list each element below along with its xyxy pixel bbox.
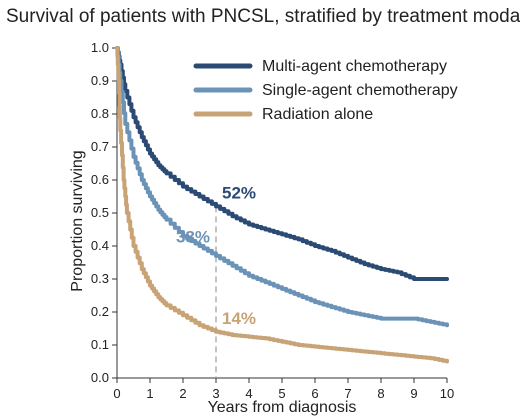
y-tick-label: 0.6 [91,172,109,187]
y-tick-label: 0.4 [91,238,109,253]
x-tick-label: 5 [278,386,285,401]
y-axis-label: Proportion surviving [69,150,86,291]
y-tick-label: 0.2 [91,304,109,319]
x-tick-label: 7 [344,386,351,401]
x-tick-label: 3 [212,386,219,401]
y-tick-label: 0.5 [91,205,109,220]
y-tick-label: 0.3 [91,271,109,286]
annotation-label-1: 52% [222,183,256,202]
axes: 0.0 0.1 0.2 0.3 0.4 0.5 0.6 0.7 0.8 0.9 1.0 0 1 2 3 4 5 6… [91,40,454,401]
y-tick-label: 1.0 [91,40,109,55]
legend-label-1: Multi-agent chemotherapy [262,58,447,75]
x-tick-label: 1 [146,386,153,401]
survival-curve-3 [115,46,449,364]
x-axis-label: Years from diagnosis [208,399,357,416]
x-tick-label: 8 [377,386,384,401]
x-tick-label: 4 [245,386,252,401]
x-tick-label: 9 [410,386,417,401]
y-tick-label: 0.1 [91,337,109,352]
y-tick-label: 0.0 [91,370,109,385]
survival-curves [115,46,449,364]
y-tick-label: 0.9 [91,73,109,88]
x-tick-label: 6 [311,386,318,401]
y-tick-label: 0.7 [91,139,109,154]
annotation-label-2: 38% [176,228,210,247]
survival-curve-2 [115,46,449,328]
legend: Multi-agent chemotherapy Single-agent che… [193,58,458,123]
annotation-label-3: 14% [222,309,256,328]
x-tick-label: 0 [113,386,120,401]
y-tick-label: 0.8 [91,106,109,121]
x-tick-label: 10 [440,386,454,401]
curve-annotations: 52% 38% 14% [176,183,256,327]
legend-label-3: Radiation alone [262,106,373,123]
survival-curve-1 [115,46,449,281]
chart-title: Survival of patients with PNCSL, stratif… [6,6,520,27]
legend-label-2: Single-agent chemotherapy [262,82,458,99]
x-tick-label: 2 [179,386,186,401]
